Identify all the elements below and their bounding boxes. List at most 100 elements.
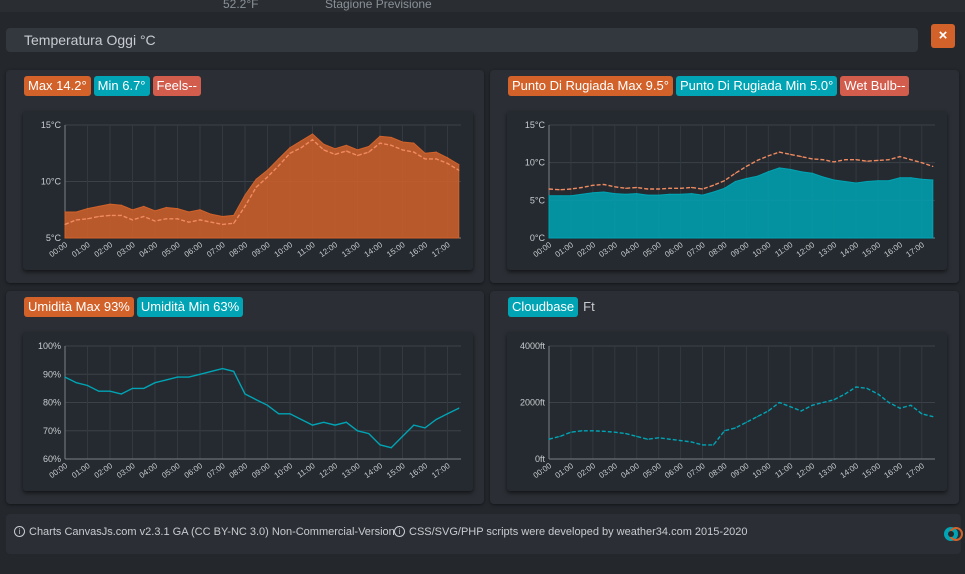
x-tick-label: 04:00: [619, 240, 641, 259]
data-point: [658, 188, 660, 190]
data-point: [603, 191, 605, 193]
dewpoint-badges: Punto Di Rugiada Max 9.5° Punto Di Rugiad…: [508, 76, 912, 98]
temperature-panel: Max 14.2° Min 6.7° Feels-- 5°C 10°C 15°C 00:0…: [6, 70, 484, 283]
x-tick-label: 05:00: [641, 461, 663, 480]
x-tick-label: 11:00: [773, 461, 795, 480]
data-point: [300, 140, 302, 142]
data-point: [64, 211, 66, 213]
data-point: [368, 151, 370, 153]
data-point: [379, 142, 381, 144]
data-point: [255, 186, 257, 188]
dewpoint-chart: 0°C 5°C 10°C 15°C 00:00 01:00 02:00 03:00 04:00 0…: [507, 111, 947, 270]
data-point: [131, 219, 134, 221]
x-tick-label: 09:00: [250, 461, 272, 480]
data-point: [921, 413, 923, 415]
y-tick-label: 10°C: [41, 177, 62, 187]
data-point: [789, 406, 791, 408]
x-tick-label: 14:00: [839, 240, 861, 259]
data-point: [199, 209, 201, 211]
data-point: [712, 444, 715, 446]
background-temp-value: 52.2°F: [223, 0, 259, 11]
series-area-0: [548, 167, 934, 239]
data-point: [745, 165, 747, 168]
wet-bulb-badge: Wet Bulb--: [840, 76, 910, 96]
y-tick-label: 5°C: [530, 195, 546, 205]
info-icon: i: [394, 526, 405, 537]
data-point: [800, 410, 802, 412]
data-point: [877, 159, 879, 162]
x-tick-label: 06:00: [183, 240, 205, 259]
data-point: [669, 193, 671, 195]
data-point: [559, 435, 561, 437]
data-point: [800, 156, 802, 158]
data-point: [266, 176, 269, 178]
data-point: [424, 152, 426, 154]
x-tick-label: 02:00: [575, 461, 597, 480]
data-point: [789, 153, 791, 155]
x-tick-label: 16:00: [882, 240, 904, 259]
scripts-credit-text: CSS/SVG/PHP scripts were developed by we…: [409, 526, 748, 538]
x-tick-label: 17:00: [430, 240, 452, 259]
data-point: [143, 387, 145, 389]
cloudbase-panel: Cloudbase Ft 0ft 2000ft 4000ft 00:00 01:00 02:…: [490, 291, 959, 504]
data-point: [458, 407, 460, 409]
data-point: [86, 384, 89, 387]
data-point: [701, 194, 704, 196]
data-point: [424, 158, 426, 160]
x-tick-label: 04:00: [619, 461, 641, 480]
data-point: [75, 211, 77, 213]
data-point: [592, 430, 594, 432]
data-point: [368, 432, 370, 435]
x-tick-label: 12:00: [795, 240, 817, 259]
data-point: [233, 214, 235, 216]
data-point: [592, 192, 594, 194]
data-point: [658, 194, 660, 196]
x-tick-label: 17:00: [904, 461, 926, 480]
data-point: [86, 218, 89, 220]
series-line-0: [64, 367, 460, 449]
data-point: [379, 444, 381, 446]
x-tick-label: 12:00: [795, 461, 817, 480]
data-point: [625, 193, 627, 195]
data-point: [165, 206, 167, 209]
data-point: [311, 424, 314, 426]
data-point: [323, 143, 325, 145]
data-point: [413, 151, 415, 153]
data-point: [176, 208, 179, 210]
series-dashed-line-1: [64, 138, 460, 226]
weather34-logo-icon: [944, 527, 963, 541]
data-point: [233, 222, 235, 224]
data-point: [401, 435, 404, 437]
x-tick-label: 09:00: [250, 240, 272, 259]
x-tick-label: 16:00: [408, 461, 430, 480]
x-tick-label: 17:00: [430, 461, 452, 480]
data-point: [120, 393, 122, 395]
x-tick-label: 12:00: [318, 461, 340, 480]
data-point: [636, 435, 638, 437]
data-point: [289, 152, 291, 154]
data-point: [120, 204, 122, 206]
data-point: [734, 172, 737, 174]
x-tick-label: 09:00: [729, 461, 751, 480]
temperature-chart: 5°C 10°C 15°C 00:00 01:00 02:00 03:00 04:00 05:0…: [23, 111, 473, 270]
data-point: [548, 188, 550, 190]
series-dashed-line-1: [548, 151, 934, 191]
data-point: [458, 169, 460, 171]
x-tick-label: 11:00: [296, 240, 318, 259]
data-point: [131, 209, 134, 211]
data-point: [833, 179, 835, 181]
y-tick-label: 80%: [43, 398, 61, 408]
data-point: [334, 424, 336, 426]
data-point: [701, 188, 704, 190]
footer: i Charts CanvasJs.com v2.3.1 GA (CC BY-NC…: [6, 514, 963, 554]
x-tick-label: 14:00: [363, 461, 385, 480]
data-point: [221, 368, 224, 370]
x-tick-label: 05:00: [641, 240, 663, 259]
data-point: [334, 153, 336, 155]
y-tick-label: 10°C: [525, 158, 546, 168]
data-point: [233, 370, 235, 373]
data-point: [244, 194, 246, 196]
x-tick-label: 05:00: [160, 461, 182, 480]
data-point: [888, 159, 890, 161]
close-button[interactable]: ×: [931, 24, 955, 48]
